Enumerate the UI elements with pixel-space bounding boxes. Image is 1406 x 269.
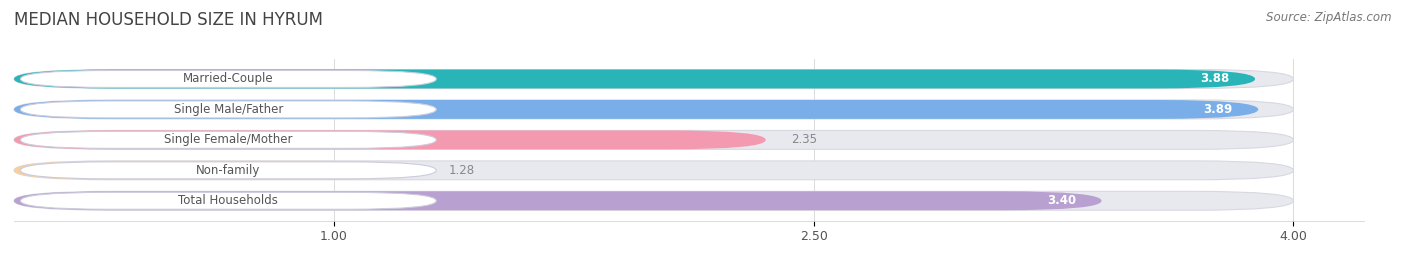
FancyBboxPatch shape: [14, 69, 1294, 89]
Text: 3.88: 3.88: [1201, 72, 1229, 86]
FancyBboxPatch shape: [21, 162, 436, 179]
Text: Non-family: Non-family: [197, 164, 260, 177]
Text: 1.28: 1.28: [449, 164, 475, 177]
Text: 3.40: 3.40: [1047, 194, 1076, 207]
FancyBboxPatch shape: [14, 191, 1101, 210]
FancyBboxPatch shape: [21, 131, 436, 148]
Text: Married-Couple: Married-Couple: [183, 72, 274, 86]
Text: Single Male/Father: Single Male/Father: [174, 103, 283, 116]
FancyBboxPatch shape: [14, 161, 1294, 180]
Text: Source: ZipAtlas.com: Source: ZipAtlas.com: [1267, 11, 1392, 24]
Text: Single Female/Mother: Single Female/Mother: [165, 133, 292, 146]
Text: Total Households: Total Households: [179, 194, 278, 207]
FancyBboxPatch shape: [21, 101, 436, 118]
Text: 2.35: 2.35: [792, 133, 817, 146]
FancyBboxPatch shape: [14, 191, 1294, 210]
FancyBboxPatch shape: [14, 69, 1256, 89]
FancyBboxPatch shape: [21, 70, 436, 87]
FancyBboxPatch shape: [14, 130, 1294, 149]
FancyBboxPatch shape: [14, 161, 423, 180]
FancyBboxPatch shape: [14, 100, 1294, 119]
Text: MEDIAN HOUSEHOLD SIZE IN HYRUM: MEDIAN HOUSEHOLD SIZE IN HYRUM: [14, 11, 323, 29]
FancyBboxPatch shape: [14, 130, 766, 149]
FancyBboxPatch shape: [14, 100, 1258, 119]
FancyBboxPatch shape: [21, 192, 436, 209]
Text: 3.89: 3.89: [1204, 103, 1233, 116]
